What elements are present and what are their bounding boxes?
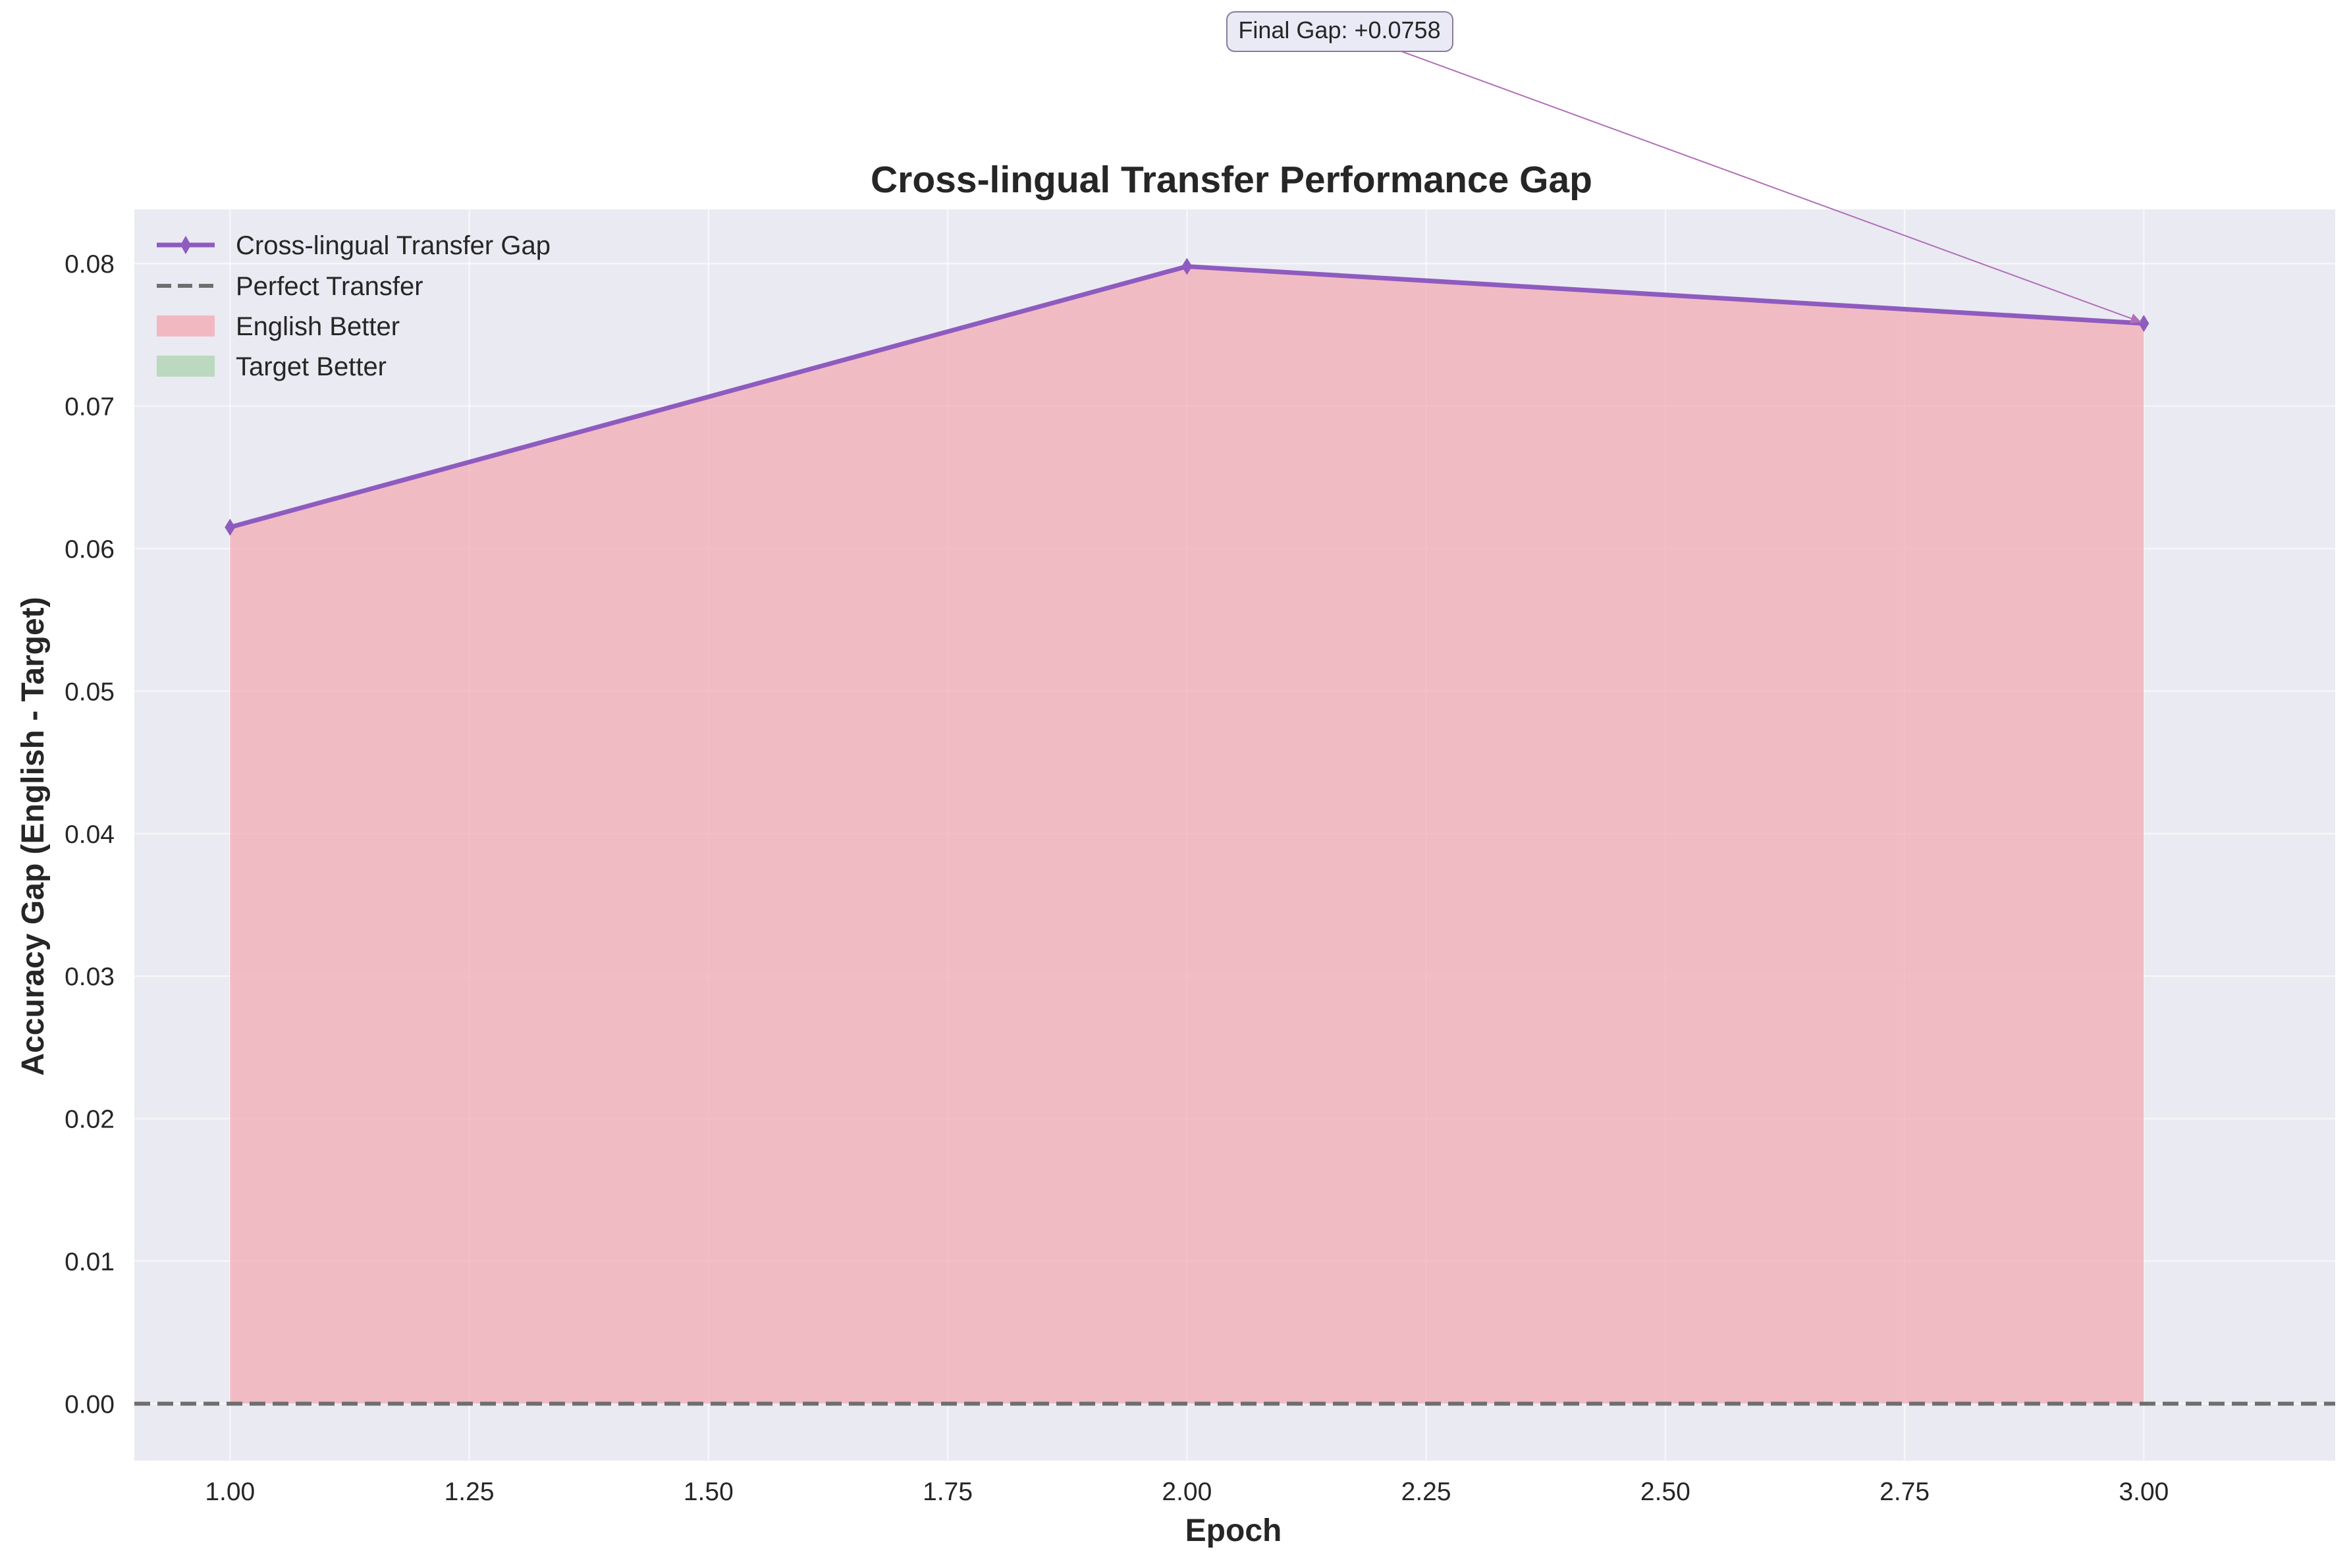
x-tick-label: 1.00 [205, 1478, 255, 1506]
chart-title: Cross-lingual Transfer Performance Gap [871, 159, 1592, 201]
final-gap-annotation: Final Gap: +0.0758 [1226, 11, 2142, 324]
series-point [1181, 257, 1193, 275]
y-tick-label: 0.08 [65, 250, 115, 279]
legend-item-series: Cross-lingual Transfer Gap [157, 231, 551, 260]
x-tick-label: 2.50 [1640, 1478, 1690, 1506]
x-tick-label: 1.75 [923, 1478, 973, 1506]
annotation-text: Final Gap: +0.0758 [1238, 16, 1440, 43]
y-tick-label: 0.07 [65, 393, 115, 421]
legend-label: Target Better [236, 352, 387, 381]
x-tick-label: 1.25 [445, 1478, 495, 1506]
x-axis-title: Epoch [1185, 1513, 1282, 1548]
y-tick-label: 0.00 [65, 1390, 115, 1419]
annotation-box [1226, 11, 1453, 52]
y-tick-label: 0.03 [65, 963, 115, 991]
y-tick-label: 0.01 [65, 1248, 115, 1276]
fill-areas [230, 266, 2144, 1404]
series-group [225, 257, 2149, 536]
legend-item-english-better: English Better [157, 312, 400, 341]
y-tick-labels: 0.00 0.01 0.02 0.03 0.04 0.05 0.06 0.07 0.08 [65, 250, 115, 1419]
y-tick-label: 0.06 [65, 535, 115, 564]
x-tick-label: 3.00 [2119, 1478, 2169, 1506]
x-tick-label: 1.50 [684, 1478, 734, 1506]
y-tick-label: 0.04 [65, 821, 115, 849]
legend: Cross-lingual Transfer Gap Perfect Trans… [157, 231, 551, 381]
y-tick-label: 0.05 [65, 678, 115, 706]
diamond-marker-icon [180, 236, 191, 254]
x-tick-label: 2.25 [1401, 1478, 1451, 1506]
x-tick-label: 2.00 [1162, 1478, 1212, 1506]
legend-label: Cross-lingual Transfer Gap [236, 231, 551, 260]
series-point [225, 518, 236, 536]
x-tick-labels: 1.00 1.25 1.50 1.75 2.00 2.25 2.50 2.75 3.00 [205, 1478, 2169, 1506]
annotation-arrow [1401, 51, 2142, 324]
series-point [2138, 315, 2149, 333]
legend-label: Perfect Transfer [236, 272, 423, 301]
legend-item-perfect-transfer: Perfect Transfer [157, 272, 423, 301]
legend-label: English Better [236, 312, 400, 341]
english-better-fill [230, 266, 2144, 1404]
legend-item-target-better: Target Better [157, 352, 387, 381]
y-tick-label: 0.02 [65, 1106, 115, 1134]
y-axis-title: Accuracy Gap (English - Target) [16, 597, 51, 1075]
x-tick-label: 2.75 [1879, 1478, 1930, 1506]
